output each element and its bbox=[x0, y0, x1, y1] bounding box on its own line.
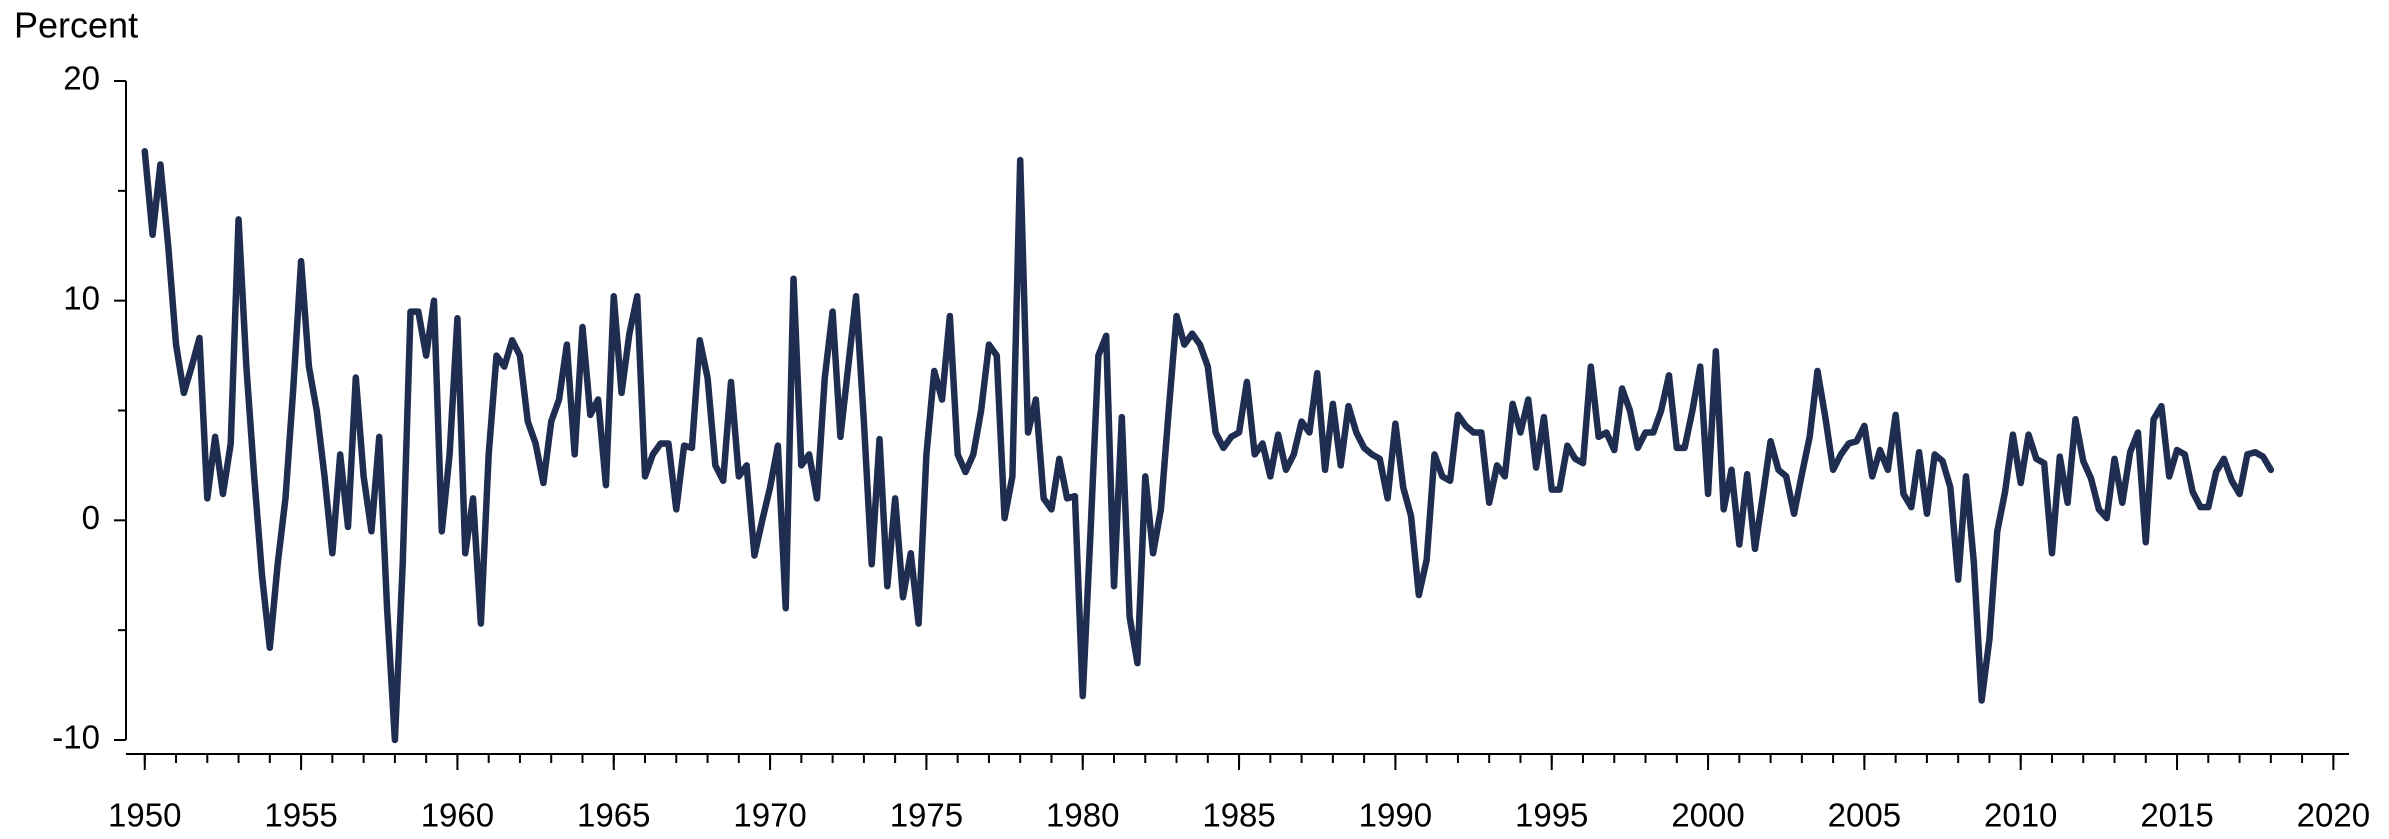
y-tick-label: -10 bbox=[52, 719, 100, 756]
x-tick-label: 1965 bbox=[577, 797, 650, 834]
x-tick-label: 1960 bbox=[421, 797, 494, 834]
y-tick-label: 20 bbox=[63, 60, 100, 97]
data-line bbox=[141, 148, 2275, 744]
axes-layer: -10 0 10 20 1950 1955 1960 1965 1970 1975 1980 1985… bbox=[52, 60, 2370, 834]
x-tick-label: 2020 bbox=[2297, 797, 2370, 834]
y-axis-label: Percent bbox=[14, 5, 138, 46]
x-tick-label: 2010 bbox=[1984, 797, 2057, 834]
x-tick-label: 1995 bbox=[1515, 797, 1588, 834]
x-tick-label: 2015 bbox=[2140, 797, 2213, 834]
x-tick-label: 1950 bbox=[108, 797, 181, 834]
x-tick-label: 1990 bbox=[1359, 797, 1432, 834]
plot-layer bbox=[141, 148, 2275, 744]
y-tick-label: 10 bbox=[63, 279, 100, 316]
x-tick-label: 1980 bbox=[1046, 797, 1119, 834]
x-tick-label: 1970 bbox=[733, 797, 806, 834]
x-tick-label: 1975 bbox=[890, 797, 963, 834]
x-tick-label: 1955 bbox=[264, 797, 337, 834]
x-tick-label: 2000 bbox=[1671, 797, 1744, 834]
x-tick-label: 1985 bbox=[1202, 797, 1275, 834]
y-tick-label: 0 bbox=[82, 499, 100, 536]
x-tick-label: 2005 bbox=[1828, 797, 1901, 834]
